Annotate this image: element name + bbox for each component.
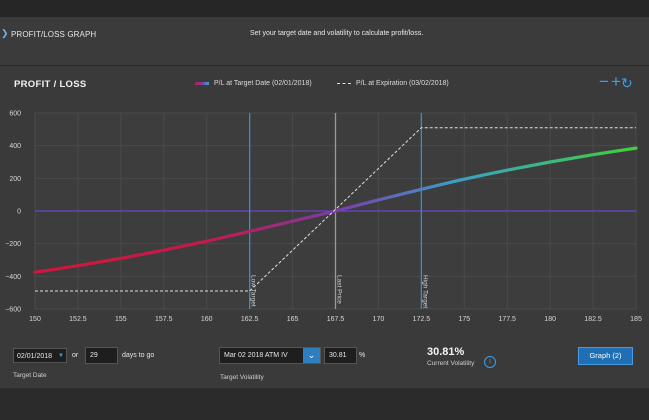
x-tick-label: 152.5 [69, 316, 87, 323]
target-date-value: 02/01/2018 [17, 353, 53, 360]
expiration-series [35, 127, 636, 292]
days-to-go-label: days to go [122, 352, 155, 359]
refresh-icon[interactable]: ↻ [621, 75, 633, 91]
x-tick-label: 172.5 [413, 316, 431, 323]
y-tick-label: −200 [5, 241, 21, 248]
x-tick-label: 155 [115, 316, 127, 323]
volatility-select[interactable]: Mar 02 2018 ATM IV ⌄ [219, 347, 321, 364]
x-tick-label: 165 [287, 316, 299, 323]
or-label: or [72, 352, 79, 359]
legend-expiration-label: P/L at Expiration (03/02/2018) [356, 80, 449, 87]
legend-target-label: P/L at Target Date (02/01/2018) [214, 80, 312, 87]
marker-label: High Target [421, 275, 428, 308]
percent-sign: % [359, 352, 366, 359]
volatility-input[interactable]: 30.81 [324, 347, 357, 364]
marker-label: Low Target [250, 275, 257, 307]
x-tick-label: 177.5 [498, 316, 516, 323]
tick-layer: 150 152.5 155 157.5 160 162.5 165 167.5 170 172.5… [5, 111, 642, 324]
x-tick-label: 180 [544, 316, 556, 323]
legend-dashed-swatch [337, 82, 351, 84]
target-date-label: Target Date [13, 372, 47, 379]
x-tick-label: 160 [201, 316, 213, 323]
target-date-series [33, 146, 638, 274]
x-tick-label: 150 [29, 316, 41, 323]
x-tick-label: 182.5 [584, 316, 602, 323]
days-to-go-input[interactable]: 29 [85, 347, 118, 364]
x-tick-label: 175 [458, 316, 470, 323]
current-volatility-label: Current Volatility [427, 360, 475, 367]
caret-down-icon: ▼ [58, 353, 64, 359]
profit-loss-chart: Low Target Last Price High Target 150 152.5… [5, 111, 642, 324]
panel-title: PROFIT / LOSS [14, 79, 87, 90]
x-tick-label: 157.5 [155, 316, 173, 323]
section-title: PROFIT/LOSS GRAPH [11, 30, 97, 39]
legend-gradient-swatch [195, 81, 209, 85]
legend-expiration: P/L at Expiration (03/02/2018) [337, 80, 449, 87]
footer-bar [0, 389, 649, 420]
volatility-select-value: Mar 02 2018 ATM IV [224, 352, 288, 359]
info-icon[interactable]: i [484, 356, 496, 368]
y-tick-label: −400 [5, 274, 21, 281]
y-tick-label: 400 [9, 143, 21, 150]
current-volatility-value: 30.81% [427, 346, 465, 358]
chevron-down-icon[interactable]: ⌄ [303, 348, 320, 363]
chevron-right-icon[interactable]: ❯ [1, 28, 9, 38]
target-date-select[interactable]: 02/01/2018 ▼ [13, 348, 67, 363]
x-tick-label: 185 [630, 316, 642, 323]
controls-bar: 02/01/2018 ▼ or 29 days to go Target Dat… [0, 340, 649, 388]
legend-target-date: P/L at Target Date (02/01/2018) [195, 80, 312, 87]
x-tick-label: 167.5 [327, 316, 345, 323]
target-volatility-label: Target Volatility [220, 374, 264, 381]
x-tick-label: 162.5 [241, 316, 259, 323]
zoom-out-icon[interactable]: − [599, 72, 609, 91]
marker-label: Last Price [336, 275, 343, 304]
instructions-text: Set your target date and volatility to c… [250, 30, 424, 37]
top-strip [0, 0, 649, 17]
x-tick-label: 170 [373, 316, 385, 323]
graph-button[interactable]: Graph (2) [578, 347, 633, 365]
y-tick-label: 600 [9, 111, 21, 118]
zoom-in-icon[interactable]: + [611, 72, 621, 91]
series-layer [33, 127, 638, 292]
header-bar: ❯ PROFIT/LOSS GRAPH Set your target date… [0, 17, 649, 66]
y-tick-label: 0 [17, 209, 21, 216]
y-tick-label: 200 [9, 176, 21, 183]
y-tick-label: −600 [5, 307, 21, 314]
